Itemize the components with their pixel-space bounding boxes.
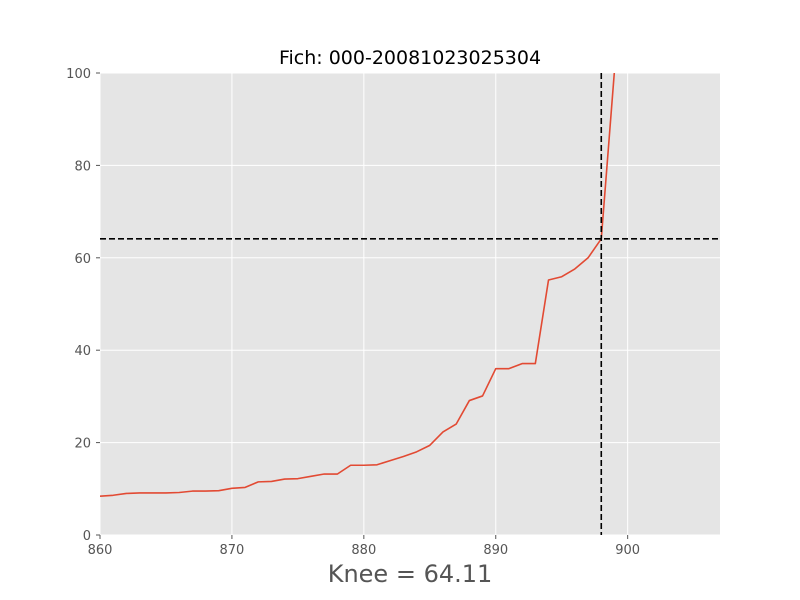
y-tick-label: 20 xyxy=(74,437,91,452)
series-line xyxy=(100,73,616,497)
x-tick-label: 890 xyxy=(483,543,508,558)
plot-background xyxy=(100,73,720,535)
grid-lines xyxy=(99,72,720,536)
x-tick-label: 870 xyxy=(220,543,245,558)
y-tick-label: 100 xyxy=(66,67,91,82)
x-tick-label: 880 xyxy=(351,543,376,558)
y-tick-label: 80 xyxy=(74,159,91,174)
x-tick-label: 860 xyxy=(88,543,113,558)
y-tick-label: 60 xyxy=(74,252,91,267)
x-tick-label: 900 xyxy=(615,543,640,558)
chart-title: Fich: 000-20081023025304 xyxy=(279,47,541,69)
y-tick-label: 40 xyxy=(74,344,91,359)
axis-ticks: 860 870 880 890 900 0 20 40 60 80 100 xyxy=(66,67,640,558)
y-tick-label: 0 xyxy=(83,529,91,544)
reference-lines xyxy=(100,73,720,535)
x-axis-label: Knee = 64.11 xyxy=(328,560,493,588)
data-series xyxy=(100,73,616,497)
